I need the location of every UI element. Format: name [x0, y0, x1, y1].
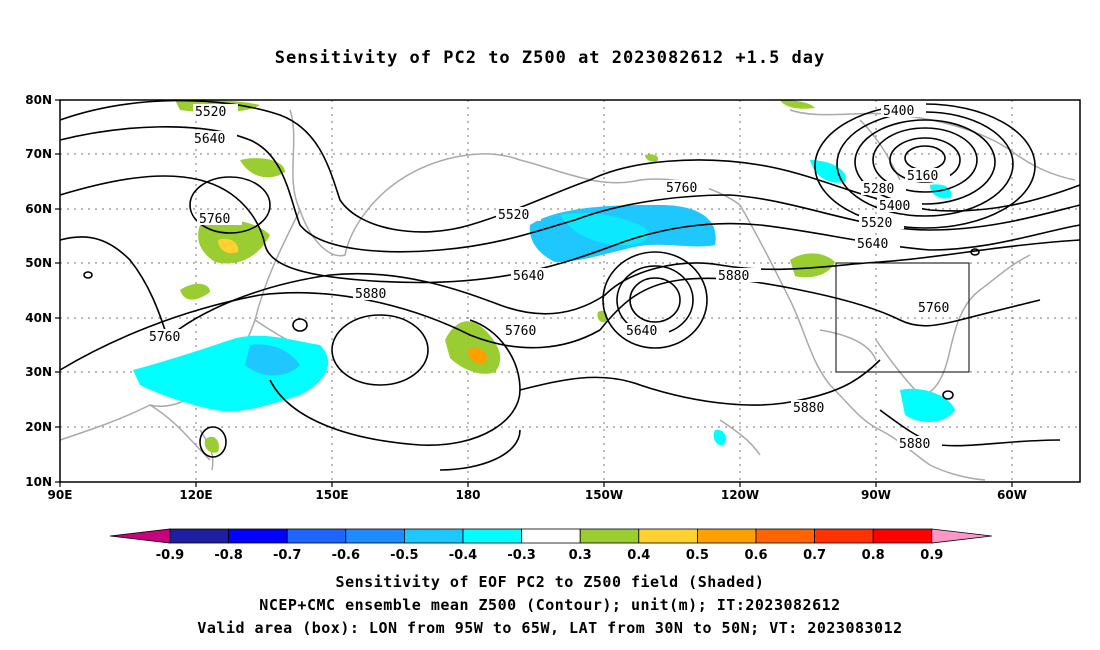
colorbar-label: 0.5 — [686, 548, 709, 563]
colorbar-swatch — [403, 528, 464, 544]
contour-label: 5880 — [718, 269, 749, 284]
colorbar-label: 0.9 — [920, 548, 943, 563]
lat-label: 50N — [25, 256, 52, 270]
contour-label: 5760 — [666, 181, 697, 196]
colorbar-label: -0.7 — [273, 548, 301, 563]
colorbar-label: -0.8 — [214, 548, 242, 563]
lat-label: 10N — [25, 475, 52, 489]
colorbar: -0.9 -0.8 -0.7 -0.6 -0.5 -0.4 -0.3 0.3 0.4 0.5 0.6… — [109, 528, 992, 563]
contour-label: 5760 — [199, 212, 230, 227]
colorbar-label: 0.8 — [862, 548, 885, 563]
contour-label: 5520 — [861, 216, 892, 231]
contour-label: 5160 — [907, 169, 938, 184]
caption-shaded: Sensitivity of EOF PC2 to Z500 field (Sh… — [335, 573, 765, 591]
lon-label: 150E — [315, 488, 348, 502]
contour-labels: 5520 5640 5760 5760 5520 5640 5880 5760 … — [147, 103, 961, 452]
colorbar-label: 0.3 — [569, 548, 592, 563]
map-title: Sensitivity of PC2 to Z500 at 2023082612… — [274, 48, 826, 68]
contour-label: 5520 — [195, 105, 226, 120]
caption-contour: NCEP+CMC ensemble mean Z500 (Contour); u… — [259, 596, 841, 614]
colorbar-label: -0.6 — [332, 548, 360, 563]
colorbar-swatch — [345, 528, 405, 544]
colorbar-arrow-right — [931, 528, 992, 544]
caption-valid-area: Valid area (box): LON from 95W to 65W, L… — [197, 619, 903, 637]
colorbar-label: -0.9 — [156, 548, 184, 563]
colorbar-label: 0.7 — [803, 548, 826, 563]
colorbar-label: -0.3 — [507, 548, 535, 563]
contour-label: 5760 — [918, 301, 949, 316]
colorbar-swatch — [462, 528, 522, 544]
contour-label: 5400 — [879, 199, 910, 214]
lon-label: 90W — [861, 488, 891, 502]
valid-area-box — [835, 262, 970, 373]
colorbar-arrow-left — [109, 528, 171, 544]
lon-label: 120W — [721, 488, 759, 502]
contour-label: 5640 — [194, 132, 225, 147]
lon-label: 180 — [455, 488, 480, 502]
contour-label: 5760 — [505, 324, 536, 339]
coastlines — [59, 109, 1076, 481]
colorbar-swatch — [814, 528, 874, 544]
contour-label: 5280 — [863, 182, 894, 197]
colorbar-swatch — [169, 528, 229, 544]
colorbar-swatch — [638, 528, 698, 544]
lat-label: 20N — [25, 420, 52, 434]
lat-label: 40N — [25, 311, 52, 325]
axis-ticks — [55, 99, 1013, 487]
lat-label: 80N — [25, 93, 52, 107]
contour-label: 5760 — [149, 330, 180, 345]
colorbar-swatch — [286, 528, 347, 544]
contour-label: 5520 — [498, 208, 529, 223]
contour-label: 5880 — [793, 401, 824, 416]
contour-label: 5880 — [899, 437, 930, 452]
colorbar-label: -0.4 — [449, 548, 477, 563]
contour-label: 5640 — [513, 269, 544, 284]
colorbar-swatch — [872, 528, 933, 544]
graticule — [60, 100, 1080, 482]
colorbar-swatch — [521, 528, 581, 544]
contour-label: 5880 — [355, 287, 386, 302]
lon-label: 90E — [48, 488, 73, 502]
colorbar-swatch — [228, 528, 288, 544]
contour-label: 5640 — [626, 324, 657, 339]
lon-label: 120E — [179, 488, 212, 502]
lat-label: 30N — [25, 365, 52, 379]
lon-label: 150W — [585, 488, 623, 502]
lat-label: 60N — [25, 202, 52, 216]
latitude-labels: 80N 70N 60N 50N 40N 30N 20N 10N — [25, 93, 52, 489]
colorbar-swatch — [755, 528, 815, 544]
map-frame — [59, 99, 1081, 483]
colorbar-label: 0.6 — [744, 548, 767, 563]
colorbar-swatch — [697, 528, 757, 544]
longitude-labels: 90E 120E 150E 180 150W 120W 90W 60W — [48, 488, 1027, 502]
lat-label: 70N — [25, 147, 52, 161]
contour-label: 5640 — [857, 237, 888, 252]
colorbar-label: -0.5 — [390, 548, 418, 563]
z500-contours — [59, 99, 1081, 471]
lon-label: 60W — [997, 488, 1027, 502]
colorbar-swatch — [579, 528, 640, 544]
contour-label: 5400 — [883, 104, 914, 119]
colorbar-label: 0.4 — [627, 548, 650, 563]
